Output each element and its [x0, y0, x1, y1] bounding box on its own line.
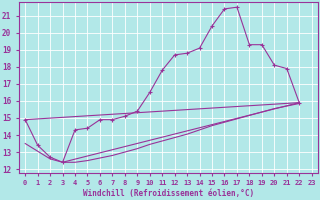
- X-axis label: Windchill (Refroidissement éolien,°C): Windchill (Refroidissement éolien,°C): [83, 189, 254, 198]
